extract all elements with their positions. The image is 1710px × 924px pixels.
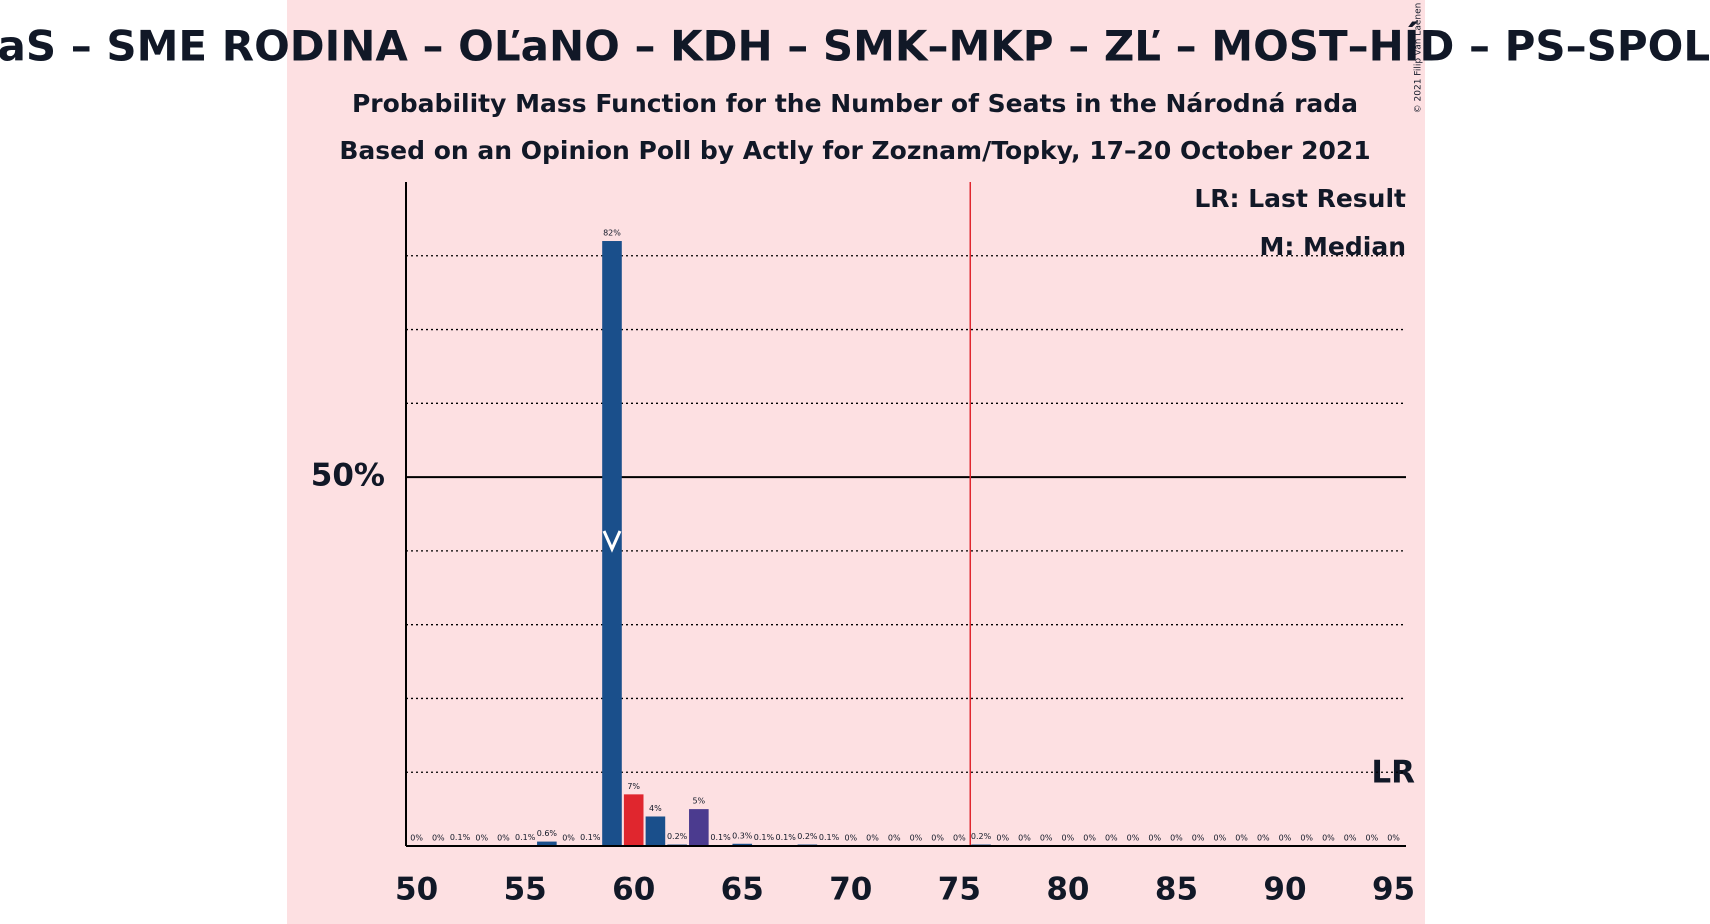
subtitle: Based on an Opinion Poll by Actly for Zo… [339,136,1370,165]
value-label: 0% [1387,834,1400,843]
value-label: 0% [931,834,944,843]
value-label: 0.3% [732,831,753,840]
background-panel [287,0,1425,924]
bar [732,843,753,846]
value-label: 0% [910,834,923,843]
value-label: 0% [888,834,901,843]
value-label: 0% [1257,834,1270,843]
value-label: 0% [1170,834,1183,843]
x-tick-label: 85 [1155,872,1198,908]
value-label: 0% [844,834,857,843]
value-label: 0% [1214,834,1227,843]
chart-title: SaS – SME RODINA – OĽaNO – KDH – SMK–MKP… [0,21,1710,71]
value-label: 0% [953,834,966,843]
value-label: 0% [1344,834,1357,843]
value-label: 0.2% [797,832,818,841]
x-tick-label: 95 [1372,872,1415,908]
value-label: 0% [1083,834,1096,843]
x-tick-label: 55 [504,872,547,908]
x-tick-label: 90 [1263,872,1306,908]
value-label: 0% [1192,834,1205,843]
value-label: 7% [627,782,640,791]
value-label: 0% [996,834,1009,843]
value-label: 0% [1127,834,1140,843]
value-label: 5% [692,797,705,806]
subtitle: Probability Mass Function for the Number… [352,89,1358,118]
value-label: 0.2% [667,832,688,841]
value-label: 0% [475,834,488,843]
y-tick-label: 50% [311,458,385,494]
value-label: 0.1% [710,833,731,842]
x-tick-label: 75 [938,872,981,908]
value-label: 0% [497,834,510,843]
legend-entry: M: Median [1259,232,1406,261]
value-label: 0% [1062,834,1075,843]
value-label: 0.2% [971,832,992,841]
x-tick-label: 50 [395,872,438,908]
value-label: 0% [866,834,879,843]
bar [623,794,644,846]
bar [645,816,666,846]
value-label: 0% [1235,834,1248,843]
x-tick-label: 80 [1046,872,1089,908]
value-label: 0% [1322,834,1335,843]
value-label: 0% [432,834,445,843]
value-label: 0% [1018,834,1031,843]
lr-label: LR [1371,755,1415,791]
legend-entry: LR: Last Result [1194,184,1406,213]
median-marker [602,530,622,553]
value-label: 82% [603,229,621,238]
value-label: 0% [1300,834,1313,843]
value-label: 0.1% [450,833,471,842]
value-label: 0% [410,834,423,843]
value-label: 0.1% [580,833,601,842]
value-label: 0% [1040,834,1053,843]
value-label: 0.1% [754,833,775,842]
value-label: 0.1% [819,833,840,842]
x-tick-label: 60 [612,872,655,908]
copyright: © 2021 Filip van Laenen [1414,3,1424,114]
x-tick-label: 65 [721,872,764,908]
bar [602,241,622,846]
value-label: 4% [649,804,662,813]
value-label: 0% [1105,834,1118,843]
value-label: 0% [562,834,575,843]
bar [689,809,709,846]
value-label: 0% [1148,834,1161,843]
value-label: 0.6% [537,829,558,838]
bar [537,841,557,846]
x-tick-label: 70 [829,872,872,908]
value-label: 0.1% [776,833,797,842]
value-label: 0.1% [515,833,536,842]
value-label: 0% [1365,834,1378,843]
value-label: 0% [1279,834,1292,843]
